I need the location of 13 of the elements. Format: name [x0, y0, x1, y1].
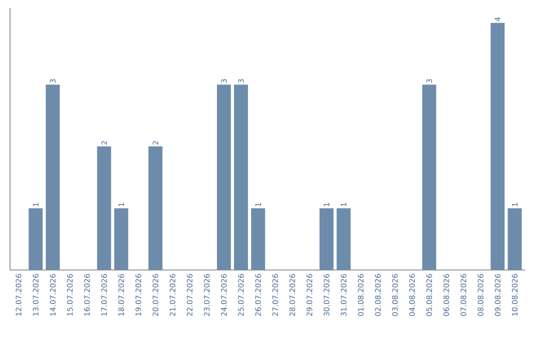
- bar: [97, 146, 112, 270]
- bar: [320, 208, 334, 270]
- bar: [508, 208, 522, 270]
- bar: [216, 84, 231, 270]
- bar: [114, 208, 128, 270]
- bar: [336, 208, 351, 270]
- bar: [234, 84, 248, 270]
- bar: [251, 208, 266, 270]
- bar: [148, 146, 162, 270]
- bar: [490, 22, 505, 270]
- bar: [28, 208, 43, 270]
- bar: [46, 84, 60, 270]
- bar: [422, 84, 436, 270]
